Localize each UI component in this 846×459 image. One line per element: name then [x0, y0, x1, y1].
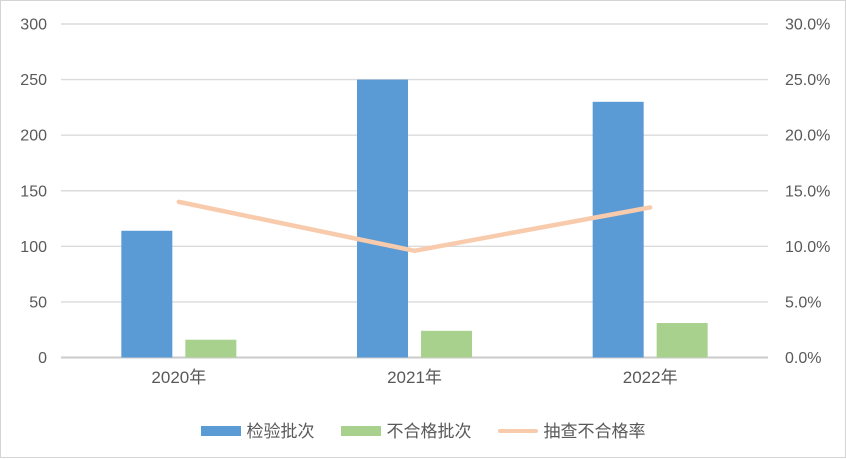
left-axis-tick: 250: [20, 72, 47, 89]
legend-item-failed-batches: 不合格批次: [340, 421, 472, 441]
inspected-batches-bar-2021年: [357, 79, 408, 358]
right-axis-tick: 25.0%: [785, 72, 830, 89]
right-axis-tick: 10.0%: [785, 239, 830, 256]
failed-batches-bar-2022年: [656, 323, 708, 358]
right-axis-tick: 0.0%: [785, 350, 821, 367]
left-axis-tick: 150: [20, 183, 47, 200]
x-axis-label: 2022年: [623, 368, 678, 387]
chart-legend: 检验批次 不合格批次 抽查不合格率: [1, 415, 845, 447]
x-axis-label: 2020年: [151, 368, 206, 387]
inspected-batches-bar-2020年: [121, 230, 173, 358]
legend-label: 抽查不合格率: [543, 421, 646, 441]
legend-label: 不合格批次: [386, 421, 472, 441]
legend-swatch-failed-batches: [340, 426, 381, 436]
failed-batches-bar-2021年: [421, 330, 472, 358]
legend-swatch-inspected-batches: [200, 426, 241, 436]
failure-rate-line: [176, 199, 653, 254]
right-axis-tick: 5.0%: [785, 294, 821, 311]
left-axis-tick: 50: [29, 294, 47, 311]
right-axis-tick: 30.0%: [785, 17, 830, 34]
left-axis-tick: 300: [20, 17, 47, 34]
legend-label: 检验批次: [246, 421, 315, 441]
right-axis-tick: 20.0%: [785, 128, 830, 145]
legend-item-inspected-batches: 检验批次: [200, 421, 315, 441]
legend-swatch-failure-rate: [497, 428, 538, 434]
right-axis-tick: 15.0%: [785, 183, 830, 200]
inspected-batches-bar-2022年: [592, 101, 644, 358]
x-axis-label: 2021年: [387, 368, 442, 387]
failed-batches-bar-2020年: [185, 339, 237, 358]
left-axis-tick: 100: [20, 239, 47, 256]
left-axis-tick: 0: [38, 350, 47, 367]
left-axis-tick: 200: [20, 128, 47, 145]
legend-item-failure-rate: 抽查不合格率: [497, 421, 646, 441]
